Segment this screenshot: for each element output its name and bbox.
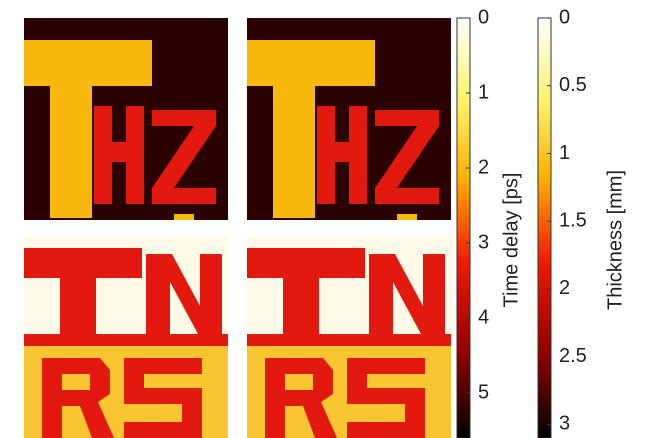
tick-label: 0.5 <box>559 74 587 96</box>
tick-label: 1 <box>559 142 570 164</box>
colorbar <box>457 18 470 438</box>
tick-label: 2.5 <box>559 345 587 367</box>
tick-label: 2 <box>478 156 489 178</box>
image-panel <box>247 236 451 438</box>
tick-label: 1 <box>478 81 489 103</box>
tick-label: 5 <box>478 381 489 403</box>
tick-label: 3 <box>478 231 489 253</box>
colorbar <box>538 18 551 438</box>
image-panel <box>24 18 228 220</box>
colorbar-label: Thickness [mm] <box>604 170 626 310</box>
figure: 0 1 2 3 4 5 Time delay [ps] 0 0.5 1 1.5 2 2.5 3 Thickn… <box>0 0 651 438</box>
tick-label: 0 <box>559 6 570 28</box>
tick-label: 1.5 <box>559 210 587 232</box>
tick-label: 2 <box>559 277 570 299</box>
image-panel <box>24 236 228 438</box>
colorbar-label: Time delay [ps] <box>500 173 522 308</box>
tick-label: 4 <box>478 306 489 328</box>
tick-label: 0 <box>478 6 489 28</box>
image-panel <box>247 18 451 220</box>
tick-label: 3 <box>559 413 570 435</box>
